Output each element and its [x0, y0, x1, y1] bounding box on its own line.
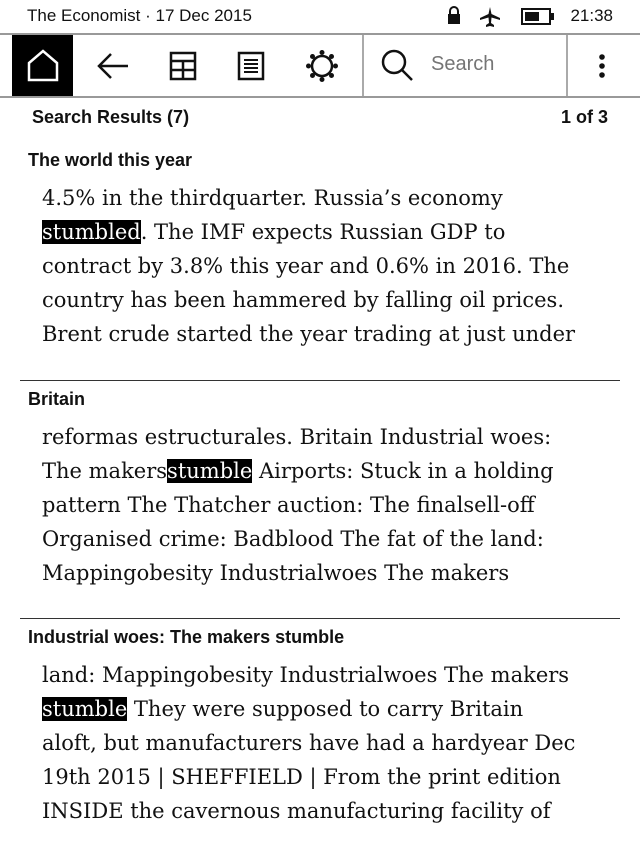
divider — [566, 35, 568, 96]
divider — [20, 618, 620, 619]
search-icon[interactable] — [380, 48, 414, 82]
search-result[interactable]: The world this year 4.5% in the thirdqua… — [20, 150, 620, 351]
result-snippet: reformas estructurales. Britain Industri… — [42, 425, 554, 585]
home-button[interactable] — [12, 35, 73, 96]
back-button[interactable] — [85, 35, 141, 96]
grid-icon — [169, 51, 197, 80]
more-menu-button[interactable] — [580, 35, 624, 96]
divider — [20, 380, 620, 381]
page-view-button[interactable] — [223, 35, 279, 96]
results-title: Search Results (7) — [32, 107, 190, 127]
search-result[interactable]: Industrial woes: The makers stumble land… — [20, 627, 620, 828]
result-snippet: 4.5% in the thirdquarter. Russia’s econo… — [42, 186, 576, 346]
gear-icon — [306, 49, 338, 82]
result-title: Industrial woes: The makers stumble — [28, 627, 345, 647]
page-icon — [237, 51, 265, 80]
book-title: The Economist · 17 Dec 2015 — [27, 6, 252, 25]
result-title: Britain — [28, 389, 86, 409]
match-highlight: stumbled — [42, 220, 141, 244]
more-vertical-icon — [599, 53, 605, 78]
match-highlight: stumble — [167, 459, 253, 483]
grid-view-button[interactable] — [155, 35, 211, 96]
lock-icon — [448, 6, 460, 24]
divider — [362, 35, 364, 96]
search-input[interactable] — [431, 53, 551, 76]
settings-button[interactable] — [294, 35, 350, 96]
toolbar — [0, 33, 640, 98]
home-icon — [27, 48, 58, 81]
match-highlight: stumble — [42, 697, 128, 721]
battery-icon — [521, 8, 554, 25]
result-snippet: land: Mappingobesity Industrialwoes The … — [42, 663, 576, 823]
results-header: Search Results (7) 1 of 3 — [32, 107, 608, 128]
airplane-icon — [480, 7, 500, 27]
result-title: The world this year — [28, 150, 193, 170]
search-result[interactable]: Britain reformas estructurales. Britain … — [20, 389, 620, 590]
clock: 21:38 — [570, 6, 613, 25]
page-indicator: 1 of 3 — [560, 107, 608, 127]
arrow-left-icon — [97, 52, 128, 79]
status-bar: The Economist · 17 Dec 2015 21:38 — [0, 0, 640, 34]
